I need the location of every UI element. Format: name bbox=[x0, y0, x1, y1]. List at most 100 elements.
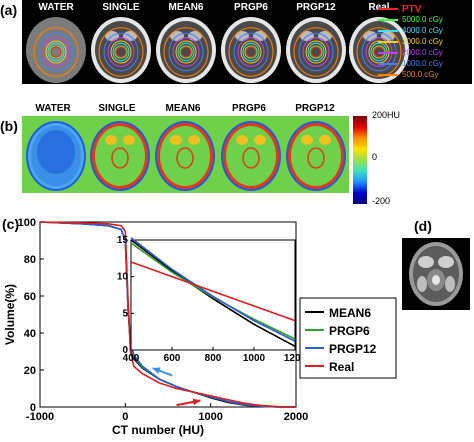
x-axis-label: CT number (HU) bbox=[112, 423, 204, 437]
colorbar-max-label: 200HU bbox=[372, 110, 401, 120]
inset-series-line-prgp12 bbox=[130, 237, 296, 342]
isodose-line bbox=[107, 37, 135, 67]
isodose-line bbox=[175, 40, 197, 64]
isodose-line bbox=[298, 32, 334, 72]
inset-x-tick-label: 1200 bbox=[284, 353, 307, 364]
isodose-line bbox=[293, 27, 339, 77]
legend-entry: 2000.0 cGy bbox=[402, 48, 443, 57]
isodose-line bbox=[45, 40, 67, 64]
series-line-prgp12 bbox=[39, 221, 296, 408]
colorbar-mid-label: 0 bbox=[372, 152, 378, 162]
y-axis-label: Volume(%) bbox=[3, 284, 17, 345]
legend-swatch bbox=[378, 74, 398, 76]
isodose-line bbox=[309, 45, 323, 59]
legend-entry: 500.0 cGy bbox=[402, 70, 439, 79]
legend-swatch bbox=[378, 19, 398, 21]
inset-x-tick-label: 1000 bbox=[243, 353, 266, 364]
panel-b-col-title: MEAN6 bbox=[165, 103, 201, 114]
hu-colorbar bbox=[353, 116, 367, 204]
legend-swatch bbox=[378, 8, 398, 10]
isodose-line bbox=[233, 32, 269, 72]
inset-series-line-real bbox=[130, 261, 296, 322]
panel-a-col-title: PRGP6 bbox=[234, 2, 268, 13]
ptv-contour bbox=[310, 46, 322, 58]
panel-c-label: (c) bbox=[2, 216, 20, 232]
isodose-line bbox=[240, 40, 262, 64]
panel-a-col-title: SINGLE bbox=[102, 2, 140, 13]
isodose-line bbox=[114, 45, 128, 59]
panel-b-col-title: SINGLE bbox=[98, 103, 136, 114]
panel-a-col-title: MEAN6 bbox=[168, 2, 204, 13]
legend-entry: 4000.0 cGy bbox=[402, 26, 443, 35]
x-tick-label: 0 bbox=[122, 411, 128, 423]
isodose-line bbox=[98, 27, 144, 77]
legend-entry: 3000.0 cGy bbox=[402, 37, 443, 46]
isodose-line bbox=[110, 40, 132, 64]
mr-brain-image bbox=[409, 242, 463, 306]
y-tick-label: 20 bbox=[24, 365, 36, 377]
isodose-line bbox=[42, 37, 70, 67]
isodose-line bbox=[228, 27, 274, 77]
panel-b-difference-maps bbox=[22, 116, 349, 193]
panel-d-mr-image bbox=[402, 238, 470, 310]
isodose-line bbox=[356, 27, 402, 77]
panel-b-label: (b) bbox=[0, 118, 18, 134]
legend-swatch bbox=[378, 41, 398, 43]
panel-b-col-title: WATER bbox=[35, 103, 71, 114]
isodose-line bbox=[172, 37, 200, 67]
isodose-line bbox=[49, 45, 63, 59]
legend-entry: PTV bbox=[402, 4, 422, 15]
inset-y-tick-label: 10 bbox=[117, 272, 129, 283]
inset-x-tick-label: 400 bbox=[123, 353, 140, 364]
ptv-contour bbox=[180, 46, 192, 58]
panel-a-images bbox=[26, 17, 409, 83]
isodose-line bbox=[179, 45, 193, 59]
panel-a-col-title: Real bbox=[348, 2, 410, 13]
isodose-line bbox=[302, 37, 330, 67]
legend-entry: 5000.0 cGy bbox=[402, 15, 443, 24]
isodose-line bbox=[244, 45, 258, 59]
water-phantom bbox=[26, 17, 86, 83]
inset-x-tick-label: 800 bbox=[205, 353, 222, 364]
isodose-line bbox=[168, 32, 204, 72]
isodose-line bbox=[163, 27, 209, 77]
legend-swatch bbox=[378, 30, 398, 32]
isodose-line bbox=[33, 27, 79, 77]
panel-b-col-title: PRGP12 bbox=[295, 103, 335, 114]
panel-a-label: (a) bbox=[0, 2, 18, 18]
panel-b-col-title: PRGP6 bbox=[232, 103, 266, 114]
ptv-contour bbox=[245, 46, 257, 58]
inset-y-tick-label: 15 bbox=[117, 235, 129, 246]
isodose-line bbox=[307, 42, 325, 62]
x-tick-label: -1000 bbox=[26, 411, 54, 423]
legend-swatch bbox=[378, 63, 398, 65]
ptv-contour bbox=[115, 46, 127, 58]
legend-entry: 1000.0 cGy bbox=[402, 59, 443, 68]
legend-label: PRGP6 bbox=[329, 324, 370, 338]
y-tick-label: 100 bbox=[18, 217, 36, 229]
isodose-line bbox=[112, 42, 130, 62]
isodose-line bbox=[177, 42, 195, 62]
panel-d-label: (d) bbox=[414, 218, 432, 234]
ptv-contour bbox=[50, 46, 62, 58]
panel-a-col-title: PRGP12 bbox=[296, 2, 336, 13]
y-tick-label: 60 bbox=[24, 291, 36, 303]
legend-swatch bbox=[378, 52, 398, 54]
series-line-real bbox=[39, 221, 297, 408]
inset-y-tick-label: 0 bbox=[122, 345, 128, 356]
panel-a-col-title: WATER bbox=[38, 2, 74, 13]
panel-b-images bbox=[26, 121, 346, 191]
x-tick-label: 2000 bbox=[284, 411, 308, 423]
legend-label: Real bbox=[329, 360, 354, 374]
y-tick-label: 80 bbox=[24, 254, 36, 266]
isodose-line bbox=[38, 32, 74, 72]
legend-label: PRGP12 bbox=[329, 342, 377, 356]
arrow-blue-head bbox=[152, 367, 161, 374]
inset-y-tick-label: 5 bbox=[122, 308, 128, 319]
colorbar-min-label: -200 bbox=[372, 196, 391, 206]
y-tick-label: 0 bbox=[30, 402, 36, 414]
inset-x-tick-label: 600 bbox=[164, 353, 181, 364]
x-tick-label: 1000 bbox=[198, 411, 222, 423]
arrow-red-head bbox=[192, 398, 201, 406]
